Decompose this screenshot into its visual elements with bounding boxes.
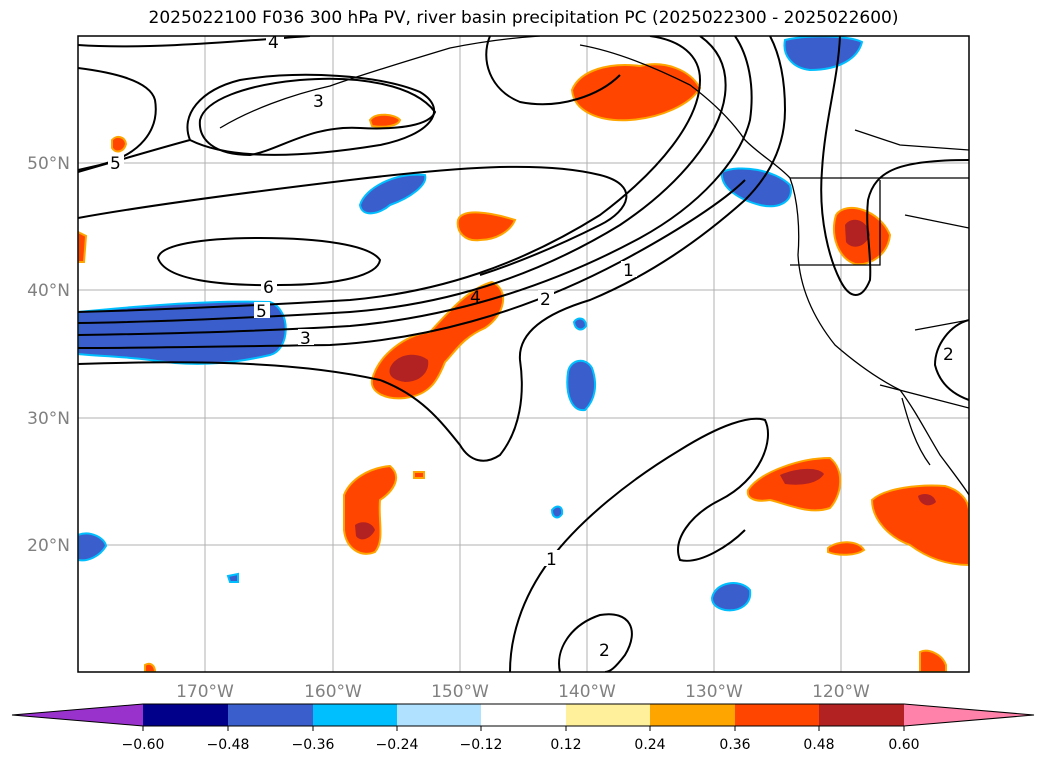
colorbar-segment (397, 704, 481, 726)
contour-label: 1 (546, 550, 557, 570)
contour-label: 2 (943, 345, 954, 365)
lon-label-140w: 140°W (558, 682, 616, 702)
contour-label: 5 (256, 302, 267, 322)
lon-label-150w: 150°W (431, 682, 489, 702)
longitude-labels: 170°W 160°W 150°W 140°W 130°W 120°W (176, 682, 870, 702)
contour-labels: 4 3 5 6 5 3 4 2 1 1 2 2 (108, 33, 957, 661)
colorbar-segment (12, 704, 143, 726)
lon-label-160w: 160°W (304, 682, 362, 702)
colorbar-tick: 0.60 (888, 737, 919, 753)
coastlines (219, 36, 969, 496)
map-frame (77, 35, 970, 673)
colorbar-tick: −0.12 (460, 737, 503, 753)
positive-pc-cores (355, 219, 936, 540)
colorbar-tick: 0.24 (634, 737, 665, 753)
colorbar-segment (904, 704, 1034, 726)
colorbar-tick: −0.24 (376, 737, 419, 753)
contour-label: 1 (623, 261, 634, 281)
gridlines (78, 36, 969, 672)
colorbar-segment (650, 704, 735, 726)
lat-label-50n: 50°N (27, 154, 70, 174)
lat-label-30n: 30°N (27, 409, 70, 429)
pv-contours (78, 36, 969, 672)
latitude-labels: 50°N 40°N 30°N 20°N (27, 154, 70, 556)
lon-label-170w: 170°W (176, 682, 234, 702)
colorbar-segment (819, 704, 904, 726)
contour-label: 3 (300, 329, 311, 349)
contour-label: 6 (263, 278, 274, 298)
colorbar-tick: 0.36 (719, 737, 750, 753)
map-title: 2025022100 F036 300 hPa PV, river basin … (148, 8, 899, 28)
lon-label-120w: 120°W (812, 682, 870, 702)
contour-label: 4 (470, 288, 481, 308)
lat-label-40n: 40°N (27, 281, 70, 301)
colorbar-segment (313, 704, 397, 726)
colorbar-tick: −0.48 (207, 737, 250, 753)
colorbar-segment (481, 704, 566, 726)
contour-label: 3 (313, 92, 324, 112)
contour-label: 2 (540, 290, 551, 310)
colorbar-segment (143, 704, 228, 726)
contour-label: 2 (599, 641, 610, 661)
colorbar-segment (735, 704, 819, 726)
contour-label: 4 (268, 33, 279, 53)
colorbar: −0.60 −0.48 −0.36 −0.24 −0.12 0.12 0.24 … (11, 703, 1035, 753)
contour-label: 5 (110, 154, 121, 174)
lon-label-130w: 130°W (685, 682, 743, 702)
lat-label-20n: 20°N (27, 536, 70, 556)
colorbar-segment (228, 704, 313, 726)
colorbar-tick: 0.12 (550, 737, 581, 753)
colorbar-tick: 0.48 (803, 737, 834, 753)
colorbar-tick: −0.36 (292, 737, 335, 753)
colorbar-tick: −0.60 (122, 737, 165, 753)
colorbar-segment (566, 704, 650, 726)
